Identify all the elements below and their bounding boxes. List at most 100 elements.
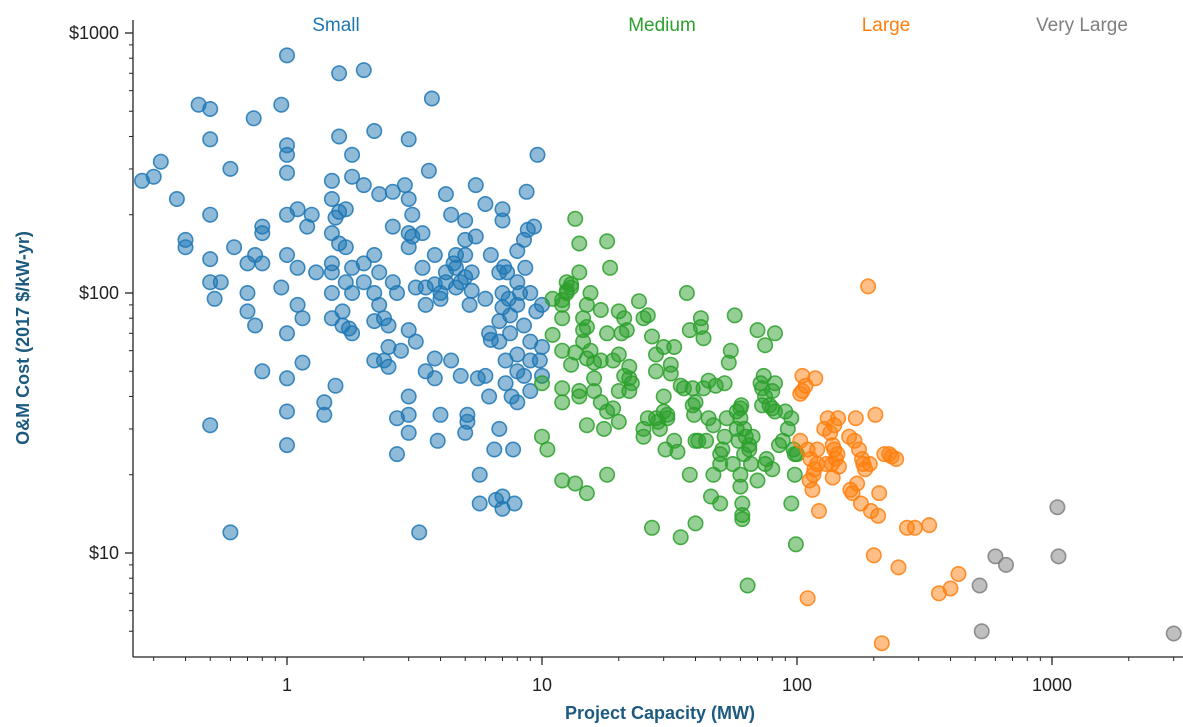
scatter-point-small [294, 354, 311, 371]
scatter-point-large [921, 517, 938, 534]
scatter-point-medium [678, 284, 695, 301]
scatter-point-medium [571, 235, 588, 252]
scatter-point-small [522, 284, 539, 301]
scatter-point-small [477, 196, 494, 213]
scatter-point-medium [681, 466, 698, 483]
scatter-point-medium [714, 441, 731, 458]
scatter-point-small [515, 367, 532, 384]
scatter-point-small [426, 370, 443, 387]
scatter-point-medium [749, 322, 766, 339]
scatter-point-medium [651, 420, 668, 437]
scatter-point-medium [592, 301, 609, 318]
scatter-point-small [509, 346, 526, 363]
scatter-point-small [323, 264, 340, 281]
scatter-point-small [331, 65, 348, 82]
scatter-point-small [273, 96, 290, 113]
scatter-point-small [518, 183, 535, 200]
scatter-point-medium [643, 519, 660, 536]
scatter-point-medium [716, 375, 733, 392]
scatter-point-small [278, 370, 295, 387]
scatter-point-medium [687, 394, 704, 411]
scatter-point-small [515, 317, 532, 334]
scatter-point-small [471, 466, 488, 483]
scatter-point-medium [578, 485, 595, 502]
scatter-point-small [337, 239, 354, 256]
scatter-point-small [392, 342, 409, 359]
scatter-point-small [303, 206, 320, 223]
scatter-point-small [289, 259, 306, 276]
scatter-point-medium [571, 264, 588, 281]
scatter-point-small [254, 363, 271, 380]
scatter-point-small [316, 406, 333, 423]
scatter-point-small [400, 131, 417, 148]
scatter-point-small [145, 168, 162, 185]
scatter-point-small [308, 264, 325, 281]
scatter-point-medium [739, 577, 756, 594]
scatter-point-small [323, 284, 340, 301]
scatter-point-small [355, 62, 372, 79]
scatter-point-small [278, 247, 295, 264]
scatter-point-small [222, 524, 239, 541]
scatter-point-large [849, 475, 866, 492]
scatter-point-small [443, 206, 460, 223]
scatter-point-small [414, 225, 431, 242]
scatter-point-small [486, 441, 503, 458]
scatter-point-medium [698, 432, 715, 449]
scatter-point-medium [610, 413, 627, 430]
scatter-point-medium [786, 466, 803, 483]
scatter-point-small [366, 247, 383, 264]
x-tick-label: 1 [282, 675, 292, 695]
scatter-point-large [847, 410, 864, 427]
scatter-point-small [254, 225, 271, 242]
scatter-point-small [477, 367, 494, 384]
category-label-medium: Medium [628, 15, 696, 36]
scatter-point-large [809, 441, 826, 458]
scatter-point-small [499, 264, 516, 281]
scatter-point-large [830, 410, 847, 427]
category-label-large: Large [862, 15, 911, 36]
scatter-point-large [870, 507, 887, 524]
labels-layer: Small Medium Large Very Large [312, 15, 1128, 36]
scatter-point-medium [544, 326, 561, 343]
scatter-point-medium [563, 276, 580, 293]
scatter-point-small [380, 317, 397, 334]
scatter-point-medium [669, 443, 686, 460]
scatter-point-small [273, 279, 290, 296]
scatter-point-small [457, 212, 474, 229]
scatter-point-large [867, 406, 884, 423]
scatter-point-small [482, 247, 499, 264]
scatter-point-small [226, 239, 243, 256]
scatter-point-medium [755, 367, 772, 384]
scatter-point-small [323, 191, 340, 208]
scatter-point-medium [672, 529, 689, 546]
scatter-point-large [888, 450, 905, 467]
scatter-point-large [873, 635, 890, 652]
scatter-point-medium [578, 417, 595, 434]
scatter-point-small [278, 146, 295, 163]
scatter-point-small [355, 274, 372, 291]
scatter-point-small [447, 259, 464, 276]
scatter-point-large [807, 370, 824, 387]
scatter-point-large [799, 590, 816, 607]
scatter-point-medium [610, 346, 627, 363]
scatter-point-small [491, 333, 508, 350]
x-axis-title: Project Capacity (MW) [565, 703, 755, 723]
scatter-point-small [494, 212, 511, 229]
scatter-point-small [254, 255, 271, 272]
scatter-point-small [202, 206, 219, 223]
scatter-point-small [407, 333, 424, 350]
scatter-point-small [400, 191, 417, 208]
scatter-point-small [522, 382, 539, 399]
scatter-point-medium [744, 428, 761, 445]
scatter-point-small [355, 255, 372, 272]
scatter-point-small [396, 177, 413, 194]
scatter-point-small [529, 146, 546, 163]
scatter-point-medium [630, 293, 647, 310]
scatter-point-small [420, 162, 437, 179]
scatter-point-small [388, 284, 405, 301]
scatter-point-medium [722, 342, 739, 359]
scatter-point-medium [787, 536, 804, 553]
scatter-point-small [344, 284, 361, 301]
scatter-point-medium [639, 307, 656, 324]
scatter-point-small [400, 424, 417, 441]
